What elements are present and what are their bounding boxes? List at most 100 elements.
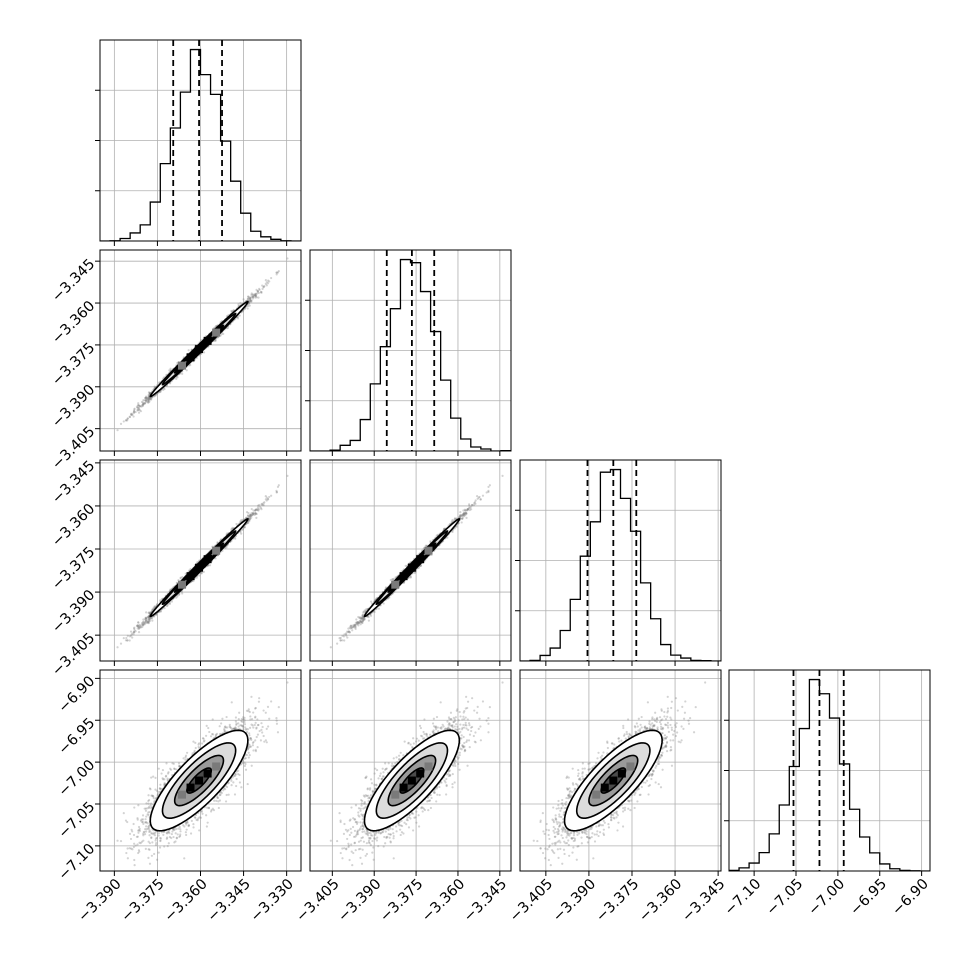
sample-point bbox=[130, 847, 133, 850]
sample-point bbox=[254, 509, 257, 512]
density-1-0 bbox=[116, 257, 289, 432]
sample-point bbox=[142, 399, 145, 402]
sample-point bbox=[134, 844, 137, 847]
sample-point bbox=[343, 847, 346, 850]
sample-point bbox=[161, 768, 165, 772]
sample-point bbox=[148, 798, 151, 802]
sample-point bbox=[610, 818, 613, 821]
sample-point bbox=[270, 276, 273, 280]
sample-point bbox=[399, 828, 402, 831]
sample-point bbox=[381, 830, 385, 833]
sample-point bbox=[347, 627, 350, 630]
sample-point bbox=[227, 793, 230, 796]
sample-point bbox=[342, 635, 346, 638]
sample-point bbox=[131, 636, 134, 639]
sample-point bbox=[352, 851, 355, 855]
sample-point bbox=[266, 282, 270, 285]
sample-point bbox=[451, 518, 454, 522]
sample-point bbox=[129, 630, 133, 633]
sample-point bbox=[148, 619, 151, 623]
sample-point bbox=[466, 764, 469, 767]
sample-point bbox=[602, 751, 605, 754]
sample-point bbox=[163, 387, 166, 391]
sample-point bbox=[569, 796, 572, 799]
sample-point bbox=[568, 834, 571, 837]
sample-point bbox=[362, 794, 366, 797]
sample-point bbox=[661, 732, 664, 735]
sample-point bbox=[365, 775, 368, 778]
sample-point bbox=[144, 821, 148, 824]
sample-point bbox=[139, 841, 142, 845]
sample-point bbox=[626, 799, 630, 802]
sample-point bbox=[139, 626, 143, 629]
density-core bbox=[212, 762, 221, 771]
sample-point bbox=[662, 738, 665, 741]
sample-point bbox=[373, 783, 376, 786]
sample-point bbox=[374, 787, 377, 790]
sample-point bbox=[577, 778, 581, 781]
sample-point bbox=[237, 303, 240, 306]
sample-point bbox=[230, 779, 233, 782]
sample-point bbox=[276, 731, 280, 734]
sample-point bbox=[209, 810, 213, 813]
sample-point bbox=[656, 718, 659, 721]
sample-point bbox=[588, 762, 591, 765]
sample-point bbox=[382, 845, 385, 848]
sample-point bbox=[254, 739, 257, 742]
sample-point bbox=[234, 726, 237, 729]
sample-point bbox=[616, 829, 619, 832]
sample-point bbox=[137, 626, 141, 629]
sample-point bbox=[663, 715, 666, 718]
sample-point bbox=[136, 406, 139, 409]
sample-point bbox=[662, 737, 665, 740]
sample-point bbox=[252, 512, 255, 515]
sample-point bbox=[348, 631, 351, 634]
sample-point bbox=[384, 586, 388, 589]
sample-point bbox=[463, 513, 466, 517]
sample-point bbox=[558, 824, 561, 828]
sample-point bbox=[144, 399, 147, 402]
sample-point bbox=[256, 506, 260, 509]
sample-point bbox=[243, 716, 246, 719]
sample-point bbox=[417, 825, 421, 828]
sample-point bbox=[145, 828, 148, 831]
sample-point bbox=[148, 617, 152, 620]
sample-point bbox=[149, 830, 152, 833]
sample-point bbox=[257, 296, 260, 299]
density-core bbox=[186, 783, 195, 792]
sample-point bbox=[150, 397, 153, 400]
sample-point bbox=[358, 620, 361, 623]
sample-point bbox=[256, 718, 259, 721]
sample-point bbox=[382, 602, 385, 605]
sample-point bbox=[546, 848, 549, 851]
sample-point bbox=[172, 828, 175, 832]
sample-point bbox=[559, 822, 562, 825]
sample-point bbox=[143, 401, 147, 405]
sample-point bbox=[270, 700, 273, 703]
sample-point bbox=[479, 739, 482, 742]
sample-point bbox=[200, 571, 204, 574]
sample-point bbox=[566, 794, 570, 797]
sample-point bbox=[224, 726, 228, 729]
sample-point bbox=[265, 727, 268, 730]
sample-point bbox=[648, 722, 651, 725]
sample-point bbox=[162, 388, 165, 392]
sample-point bbox=[447, 727, 450, 730]
density-core bbox=[391, 580, 400, 589]
sample-point bbox=[235, 522, 238, 526]
sample-point bbox=[593, 840, 597, 843]
sample-point bbox=[387, 828, 390, 832]
histogram-0 bbox=[100, 48, 301, 241]
sample-point bbox=[475, 494, 479, 498]
sample-point bbox=[236, 315, 240, 318]
sample-point bbox=[463, 726, 466, 729]
sample-point bbox=[349, 827, 352, 831]
sample-point bbox=[217, 800, 220, 803]
sample-point bbox=[133, 410, 136, 413]
sample-point bbox=[652, 770, 655, 773]
sample-point bbox=[248, 710, 251, 714]
sample-point bbox=[128, 635, 132, 638]
sample-point bbox=[464, 723, 467, 727]
sample-point bbox=[230, 701, 233, 704]
sample-point bbox=[346, 636, 349, 639]
